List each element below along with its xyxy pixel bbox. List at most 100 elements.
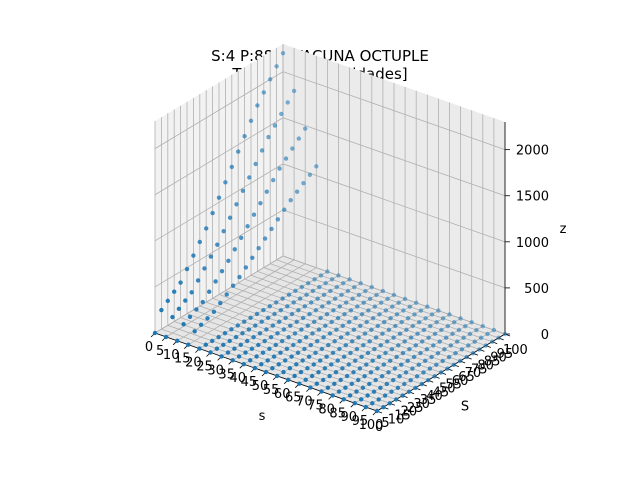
data-point [395,385,401,391]
data-point [333,370,339,375]
data-point [370,315,376,321]
data-point [307,172,313,177]
data-point [247,175,252,180]
data-point [337,304,342,309]
data-point [394,312,400,317]
data-point [265,358,270,363]
data-point [323,323,328,328]
data-point [202,266,207,271]
data-point [344,300,349,305]
data-point [303,377,308,383]
data-point [366,308,371,313]
data-point [334,284,339,290]
data-point [322,366,328,371]
data-point [286,335,291,340]
data-point [221,228,226,234]
data-point [225,350,231,355]
data-point [299,327,304,332]
data-point [467,331,473,337]
data-point [203,342,208,347]
data-point [270,323,275,328]
data-point [374,292,379,298]
data-point [397,331,403,336]
data-point [352,401,357,406]
data-point [197,346,202,351]
data-point [243,350,248,355]
z-tick-label: 500 [524,282,549,297]
data-point [267,304,272,309]
data-point [210,338,215,344]
data-point [316,327,322,332]
data-point [255,103,260,108]
data-point [318,273,324,278]
y-tick-label: 25 [407,401,424,416]
data-point [423,316,428,321]
data-point [330,393,335,398]
data-point [458,316,463,321]
data-point [342,312,347,317]
data-point [421,327,427,333]
data-point [384,381,389,387]
data-point [396,300,401,305]
data-point [274,300,279,305]
data-point [294,189,300,194]
data-point [415,331,420,336]
data-point [254,311,260,317]
data-point [400,393,405,398]
data-point [411,354,417,360]
data-point [434,362,439,367]
data-point [313,308,319,313]
data-point [296,136,301,141]
data-point [356,335,361,340]
data-point [416,362,421,367]
data-point [239,235,244,240]
y-tick-label: 50 [439,382,456,397]
y-tick-label: 10 [388,412,405,427]
y-tick-label: 35 [420,393,437,408]
data-point [288,323,293,328]
data-point [262,338,267,344]
data-point [383,350,388,356]
data-point [285,100,290,105]
data-point [425,304,430,309]
data-point [496,335,501,341]
data-point [432,374,437,379]
data-point [375,366,380,371]
data-point [251,212,257,217]
data-point [452,320,457,325]
data-point [412,312,417,317]
data-point [237,274,242,280]
data-point [272,123,278,128]
data-point [365,350,371,356]
data-point [236,354,242,359]
data-point [340,323,345,328]
data-point [283,358,288,363]
data-point [464,354,469,360]
data-point [290,146,295,151]
x-tick-label: 0 [145,340,153,355]
data-point [310,331,315,336]
data-point [356,377,361,383]
data-point [439,327,444,333]
data-point [428,323,433,329]
data-point [456,327,462,333]
data-point [399,362,404,367]
data-point [477,347,482,352]
data-point [280,296,285,301]
data-point [340,366,345,371]
data-point [335,358,340,363]
data-point [426,335,431,340]
data-point [485,331,490,337]
data-point [418,308,424,313]
data-point [383,308,389,313]
data-point [248,315,253,320]
y-tick-label: 65 [458,370,475,385]
data-point [410,366,415,371]
data-point [297,381,302,386]
data-point [312,319,317,325]
data-point [339,292,344,298]
data-point [309,300,314,305]
data-point [329,319,334,325]
data-point [472,339,477,344]
